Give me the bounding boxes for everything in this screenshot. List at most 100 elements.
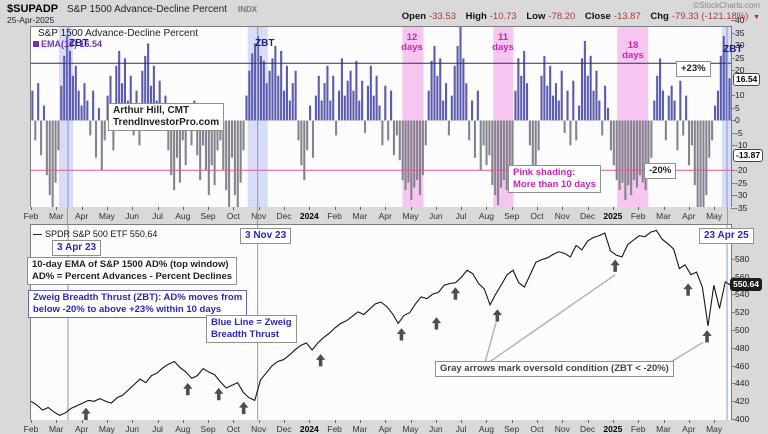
symbol: $SUPADP (7, 3, 59, 15)
close-label: Close (584, 11, 611, 22)
x-axis-month-label: Feb (23, 211, 39, 221)
oversold-arrow-icon (449, 286, 462, 301)
month-tick (233, 207, 235, 210)
month-tick (157, 207, 159, 210)
x-axis-month-label: 2025 (603, 424, 623, 434)
x-axis-month-label: Apr (74, 211, 89, 221)
copyright: ©StockCharts.com (693, 1, 760, 10)
pink-shading-note-box: Pink shading: More than 10 days (508, 165, 601, 193)
top-panel-legend: EMA(10) 16.54 (33, 39, 102, 49)
month-tick (688, 207, 690, 210)
spy-price-line-chart (31, 225, 731, 420)
zbt-definition-line-1: Zweig Breadth Thrust (ZBT): AD% moves fr… (33, 292, 243, 303)
x-axis-month-label: Sep (200, 211, 216, 221)
oversold-days-label-3: 18 days (622, 40, 644, 61)
x-axis-month-label: Oct (530, 211, 544, 221)
ad-percent-bars (31, 27, 731, 207)
x-axis-month-label: 2024 (299, 211, 319, 221)
pink-note-line-1: Pink shading: (513, 167, 576, 178)
y-axis-tick-label: 20 (735, 65, 745, 75)
blue-line-note-line-1: Blue Line = Zweig (211, 317, 292, 328)
month-tick (132, 420, 134, 423)
chg-label: Chg (650, 11, 669, 22)
credit-box: Arthur Hill, CMT TrendInvestorPro.com (108, 103, 225, 131)
month-tick (359, 420, 361, 423)
y-axis-tick-label: 540 (735, 289, 750, 299)
low-label: Low (526, 11, 546, 22)
y-axis-tick-label: 460 (735, 361, 750, 371)
y-axis-tick-label: 35 (735, 28, 745, 38)
month-tick (714, 207, 716, 210)
x-axis-month-label: Apr (74, 424, 89, 434)
oversold-arrow-icon (237, 400, 250, 415)
oversold-arrow-icon (700, 328, 714, 344)
month-tick (612, 207, 614, 210)
month-tick (410, 420, 412, 423)
close-value: -13.87 (613, 11, 641, 22)
blue-line-note-line-2: Breadth Thrust (211, 329, 280, 340)
month-tick (359, 207, 361, 210)
zbt-date-label-2: 3 Nov 23 (240, 228, 292, 244)
month-tick (258, 207, 260, 210)
month-tick (486, 420, 488, 423)
x-axis-month-label: Jul (455, 424, 467, 434)
x-axis-month-label: Feb (327, 211, 342, 221)
oversold-arrow-icon (430, 315, 443, 331)
oversold-arrow-icon (212, 386, 226, 401)
high-value: -10.73 (489, 11, 517, 22)
x-axis-month-label: Sep (200, 424, 216, 434)
x-axis-month-label: Jun (428, 211, 443, 221)
x-axis-month-label: Aug (478, 424, 494, 434)
x-axis-month-label: Dec (276, 424, 292, 434)
x-axis-month-label: 2025 (603, 211, 623, 221)
chart-date: 25-Apr-2025 (7, 15, 55, 25)
y-axis-tick-label: 500 (735, 325, 750, 335)
y-axis-tick-label: -20 (735, 165, 748, 175)
x-axis-month-label: Jul (455, 211, 467, 221)
x-axis-month-label: Oct (530, 424, 544, 434)
x-axis-month-label: Feb (630, 424, 646, 434)
x-axis-month-label: Oct (226, 424, 241, 434)
month-tick (461, 207, 463, 210)
x-axis-month-label: Apr (682, 211, 696, 221)
oversold-arrow-icon (181, 381, 195, 397)
oversold-days-label-1: 12 days (401, 32, 423, 53)
x-axis-month-label: Dec (580, 424, 596, 434)
x-axis-month-label: Apr (378, 211, 392, 221)
ad-percent-histogram (31, 27, 731, 207)
month-tick (461, 420, 463, 423)
x-axis-month-label: Jul (152, 211, 163, 221)
month-tick (284, 207, 285, 210)
symbol-name: S&P 1500 Advance-Decline Percent (67, 4, 227, 15)
month-tick (688, 420, 690, 423)
x-axis-month-label: Mar (656, 424, 671, 434)
credit-line-1: Arthur Hill, CMT (113, 105, 190, 116)
month-tick (562, 207, 564, 210)
chg-value: -79.33 (-121.18%) (671, 11, 749, 22)
y-axis-tick-label: -10 (735, 140, 748, 150)
month-tick (56, 207, 58, 210)
x-axis-month-label: May (402, 424, 419, 434)
month-tick (410, 207, 412, 210)
spy-legend-label: SPDR S&P 500 ETF 550.64 (45, 229, 158, 239)
month-tick (157, 420, 159, 423)
month-tick (663, 420, 665, 423)
month-tick (638, 420, 640, 423)
x-axis-month-label: Dec (276, 211, 292, 221)
top-panel-title: S&P 1500 Advance-Decline Percent (38, 28, 198, 39)
month-tick (638, 207, 640, 210)
month-tick (385, 207, 387, 210)
oversold-arrow-icon (608, 258, 622, 273)
threshold-lower-label: -20% (644, 163, 677, 179)
month-tick (208, 420, 210, 423)
month-tick (31, 420, 32, 423)
x-axis-month-label: Nov (554, 211, 570, 221)
month-tick (258, 420, 260, 423)
symbol-exchange: INDX (238, 5, 258, 14)
x-axis-month-label: Oct (226, 211, 241, 221)
month-tick (511, 420, 513, 423)
gray-arrows-note-box: Gray arrows mark oversold condition (ZBT… (435, 361, 674, 377)
x-axis-month-label: Aug (175, 424, 191, 434)
month-tick (208, 207, 210, 210)
month-tick (182, 207, 184, 210)
